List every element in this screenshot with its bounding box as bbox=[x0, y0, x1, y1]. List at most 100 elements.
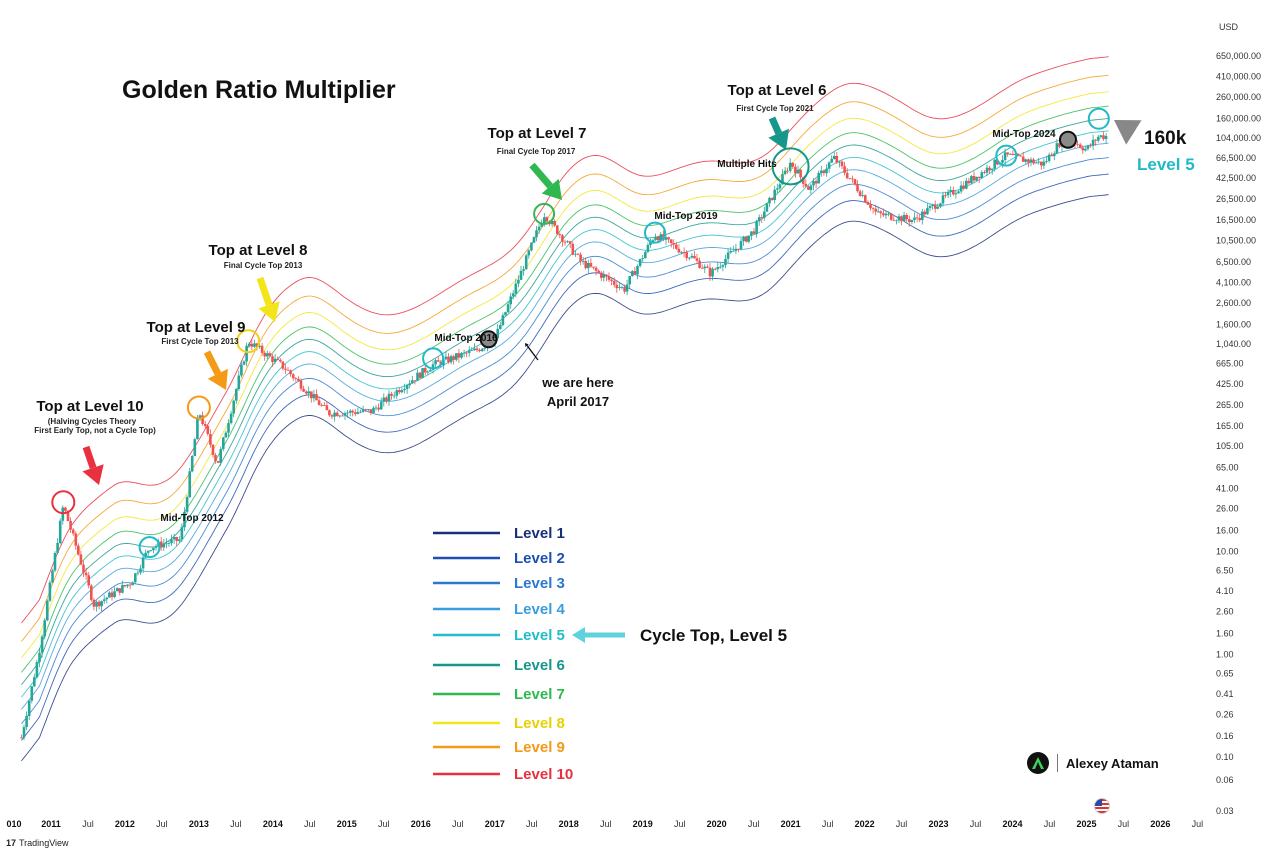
candle-body bbox=[328, 410, 331, 416]
y-tick-label: 41.00 bbox=[1216, 483, 1239, 493]
legend-label: Level 10 bbox=[514, 766, 573, 783]
page-title: Golden Ratio Multiplier bbox=[122, 76, 396, 104]
candle-body bbox=[902, 215, 906, 222]
candle-body bbox=[638, 259, 642, 266]
candle-body bbox=[253, 343, 256, 347]
candle-body bbox=[910, 220, 914, 222]
candle-body bbox=[69, 520, 72, 530]
candle-body bbox=[921, 211, 924, 220]
candle-body bbox=[1055, 143, 1059, 154]
candle-body bbox=[196, 417, 199, 440]
candle-body bbox=[913, 217, 916, 220]
top10-line2: First Early Top, not a Cycle Top) bbox=[34, 426, 156, 435]
x-tick-label: 2011 bbox=[41, 819, 61, 829]
candle-body bbox=[864, 195, 867, 202]
candle-body bbox=[178, 539, 181, 541]
candle-body bbox=[672, 243, 675, 245]
candle-body bbox=[786, 170, 789, 172]
candle-body bbox=[1050, 154, 1053, 157]
candle-body bbox=[589, 263, 593, 267]
candle-body bbox=[1094, 139, 1097, 141]
candle-body bbox=[680, 252, 683, 253]
candle-body bbox=[1011, 153, 1015, 155]
level-band-10 bbox=[21, 56, 1109, 624]
candle-body bbox=[734, 248, 738, 251]
candle-body bbox=[209, 434, 212, 445]
candle-body bbox=[418, 372, 422, 378]
y-tick-label: 165.00 bbox=[1216, 421, 1244, 431]
highlight-circle bbox=[138, 536, 161, 559]
candle-body bbox=[752, 231, 756, 234]
candle-body bbox=[576, 253, 580, 255]
candle-body bbox=[227, 423, 230, 433]
candle-body bbox=[232, 400, 235, 414]
y-tick-label: 65.00 bbox=[1216, 463, 1239, 473]
candle-body bbox=[25, 716, 28, 728]
target-level-label: Level 5 bbox=[1137, 155, 1195, 174]
candle-body bbox=[483, 347, 487, 349]
candle-body bbox=[35, 662, 39, 678]
candle-body bbox=[820, 170, 823, 173]
candle-body bbox=[452, 356, 455, 360]
candle-body bbox=[268, 353, 272, 357]
candle-body bbox=[110, 592, 114, 597]
candle-body bbox=[356, 412, 360, 414]
candle-body bbox=[250, 343, 254, 347]
candle-body bbox=[574, 253, 577, 255]
y-tick-label: 26.00 bbox=[1216, 504, 1239, 514]
candle-body bbox=[1084, 148, 1087, 151]
y-tick-label: 410,000.00 bbox=[1216, 72, 1261, 82]
candle-body bbox=[688, 257, 691, 259]
candle-body bbox=[108, 592, 111, 598]
y-tick-label: 10.00 bbox=[1216, 546, 1239, 556]
annotation-arrow bbox=[82, 445, 97, 469]
candle-body bbox=[843, 166, 846, 173]
y-tick-label: 160,000.00 bbox=[1216, 114, 1261, 124]
candle-body bbox=[183, 511, 186, 528]
candle-body bbox=[770, 197, 774, 200]
candle-body bbox=[1032, 159, 1035, 164]
candle-body bbox=[827, 162, 831, 169]
candle-body bbox=[706, 266, 709, 268]
candle-body bbox=[817, 172, 820, 184]
y-tick-label: 26,500.00 bbox=[1216, 194, 1256, 204]
candle-body bbox=[851, 178, 854, 180]
y-tick-label: 2,600.00 bbox=[1216, 298, 1251, 308]
candle-body bbox=[644, 251, 647, 259]
candle-body bbox=[967, 180, 971, 184]
candle-body bbox=[82, 564, 85, 573]
candle-body bbox=[113, 591, 116, 597]
candle-body bbox=[646, 245, 650, 252]
candle-body bbox=[475, 348, 479, 351]
candle-body bbox=[465, 352, 468, 354]
candle-body bbox=[524, 255, 528, 270]
candle-body bbox=[757, 217, 761, 222]
candle-body bbox=[747, 235, 751, 242]
x-tick-label: 2020 bbox=[707, 819, 727, 829]
brand-logo-icon bbox=[1027, 752, 1049, 774]
y-tick-label: 105.00 bbox=[1216, 441, 1244, 451]
candle-body bbox=[970, 176, 973, 184]
candle-body bbox=[30, 686, 34, 701]
candle-body bbox=[781, 174, 784, 185]
annotation-top9: Top at Level 9 First Cycle Top 2013 bbox=[147, 319, 246, 346]
candle-body bbox=[876, 211, 880, 213]
candle-body bbox=[563, 241, 567, 243]
candle-body bbox=[649, 242, 652, 245]
candle-body bbox=[830, 158, 833, 163]
candle-body bbox=[374, 407, 378, 409]
x-tick-label: 2017 bbox=[485, 819, 505, 829]
candle-body bbox=[1045, 161, 1048, 162]
x-tick-label: 2018 bbox=[559, 819, 579, 829]
annotation-arrow bbox=[768, 116, 782, 135]
candle-body bbox=[1021, 156, 1025, 162]
x-tick-label: 010 bbox=[6, 819, 21, 829]
candle-body bbox=[224, 432, 228, 438]
candle-body bbox=[92, 599, 96, 607]
legend: Level 1 Level 2 Level 3 Level 4 Level 5 Level… bbox=[433, 525, 573, 783]
candle-body bbox=[1024, 159, 1028, 162]
candle-body bbox=[1040, 161, 1043, 166]
candle-body bbox=[993, 159, 996, 169]
candle-body bbox=[822, 170, 826, 174]
candle-body bbox=[812, 181, 815, 186]
